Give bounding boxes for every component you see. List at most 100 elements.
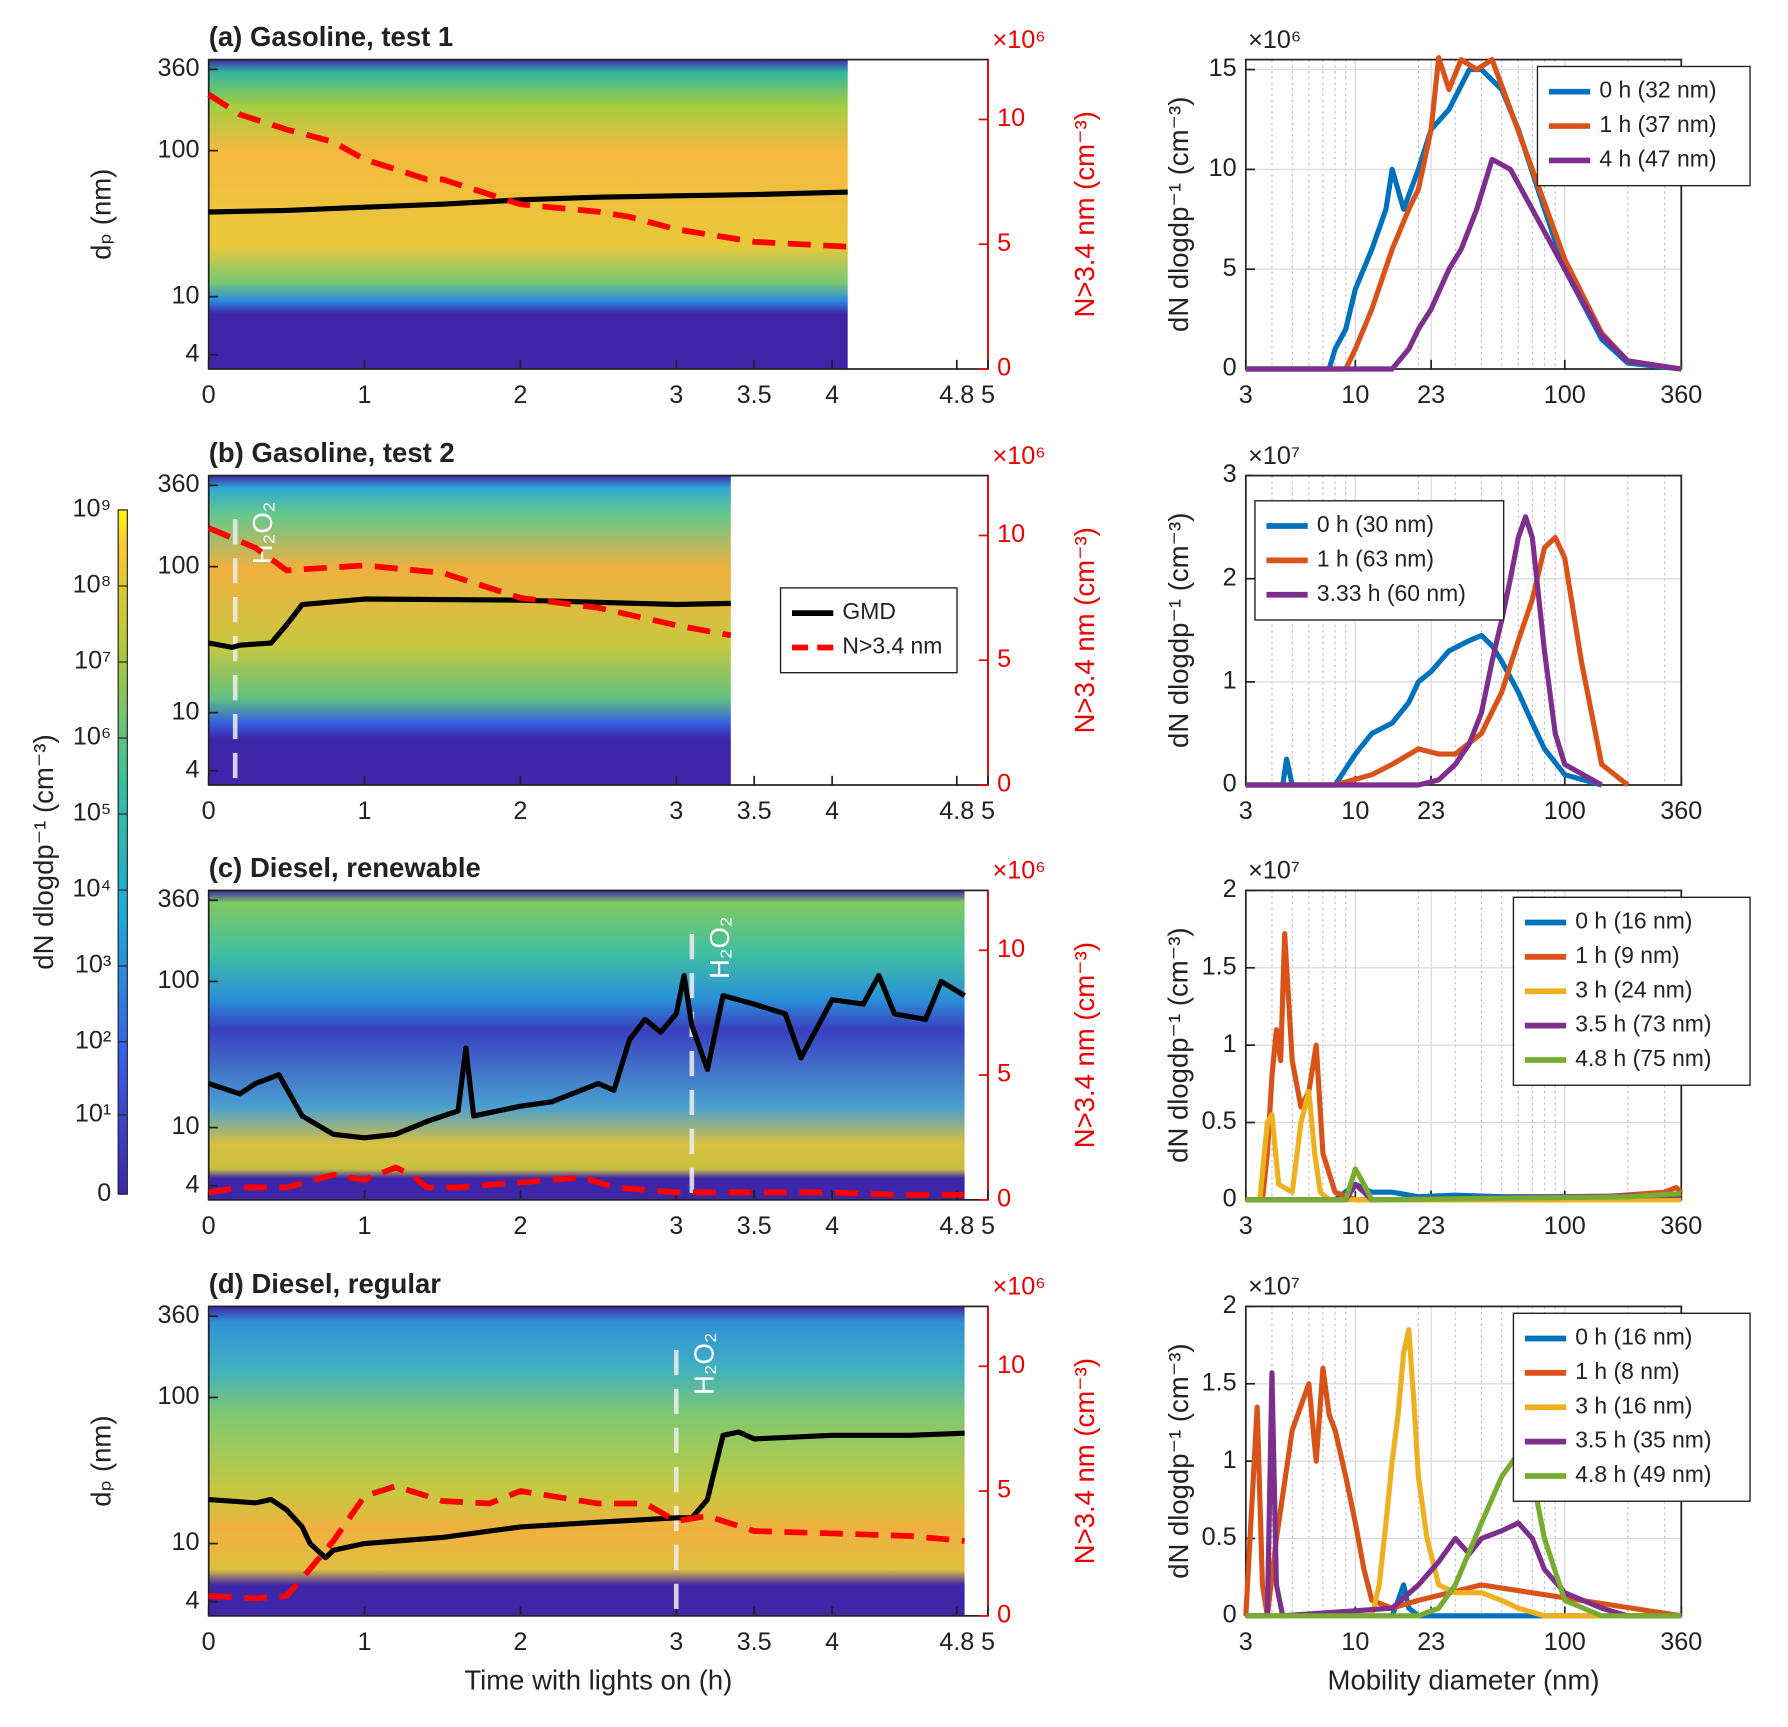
y-tick-label: 100: [157, 135, 199, 163]
y2-tick-label: 10: [997, 104, 1025, 132]
x-tick-label: 4: [825, 1628, 839, 1656]
colorbar-tick-label: 10⁴: [72, 875, 111, 903]
legend-label: 0 h (16 nm): [1575, 1324, 1692, 1350]
panel-title: (d) Diesel, regular: [209, 1268, 442, 1299]
y-tick-label: 0.5: [1202, 1523, 1237, 1551]
y-tick-label: 10: [171, 697, 199, 725]
x-tick-label: 360: [1660, 1212, 1702, 1240]
colorbar-tick-label: 10³: [75, 951, 111, 979]
panel-title: (a) Gasoline, test 1: [209, 21, 454, 52]
y-tick-label: 2: [1223, 1291, 1237, 1319]
y-tick-label: 5: [1223, 254, 1237, 282]
series-line: [208, 189, 848, 215]
y-tick-label: 10: [171, 281, 199, 309]
legend-label: 3.5 h (35 nm): [1575, 1427, 1711, 1453]
y-tick-label: 3: [1223, 460, 1237, 488]
y2-axis-label: N>3.4 nm (cm⁻³): [1069, 111, 1100, 317]
y2-multiplier: ×10⁶: [993, 1273, 1046, 1301]
x-tick-label: 23: [1417, 1212, 1445, 1240]
y-tick-label: 0: [1223, 770, 1237, 798]
y-tick-label: 10: [171, 1112, 199, 1140]
x-tick-label: 10: [1341, 381, 1369, 409]
x-tick-label: 0: [202, 1628, 216, 1656]
colorbar-label: dN dlogdp⁻¹ (cm⁻³): [28, 734, 59, 969]
y-tick-label: 0: [1223, 354, 1237, 382]
y-tick-label: 4: [186, 755, 200, 783]
x-tick-label: 10: [1341, 1628, 1369, 1656]
x-tick-label: 3: [669, 381, 683, 409]
y2-tick-label: 0: [997, 354, 1011, 382]
legend: 0 h (30 nm) 1 h (63 nm) 3.33 h (60 nm): [1254, 500, 1505, 621]
y-tick-label: 2: [1223, 563, 1237, 591]
x-tick-label: 4.8: [939, 381, 974, 409]
series-line: [1245, 55, 1682, 372]
heatmap: [208, 1306, 965, 1616]
y-axis-label: dN dlogdp⁻¹ (cm⁻³): [1163, 927, 1194, 1162]
series-line: [208, 1429, 965, 1561]
heatmap: [208, 59, 848, 370]
x-tick-label: 0: [202, 797, 216, 825]
y2-tick-label: 5: [997, 645, 1011, 673]
x-tick-label: 5: [981, 1628, 995, 1656]
x-tick-label: 5: [981, 381, 995, 409]
x-tick-label: 5: [981, 797, 995, 825]
x-tick-label: 3: [1239, 1628, 1253, 1656]
y-tick-label: 1: [1223, 1446, 1237, 1474]
y-tick-label: 1.5: [1202, 952, 1237, 980]
legend-label: 3 h (16 nm): [1575, 1392, 1692, 1418]
heatmap: [208, 475, 731, 785]
y-tick-label: 360: [157, 470, 199, 498]
legend-label: 1 h (8 nm): [1575, 1358, 1679, 1384]
x-tick-label: 1: [358, 1628, 372, 1656]
series-line: [1245, 1166, 1682, 1203]
x-tick-label: 5: [981, 1212, 995, 1240]
series-line: [1245, 1327, 1682, 1619]
panel-title: (c) Diesel, renewable: [209, 852, 481, 883]
colorbar: [117, 509, 128, 1195]
x-tick-label: 360: [1660, 1628, 1702, 1656]
x-tick-label: 2: [513, 381, 527, 409]
y-axis-label: dₚ (nm): [86, 1416, 117, 1507]
y2-tick-label: 0: [997, 1185, 1011, 1213]
x-tick-label: 2: [513, 1628, 527, 1656]
y2-tick-label: 10: [997, 1351, 1025, 1379]
y2-tick-label: 10: [997, 935, 1025, 963]
y-tick-label: 100: [157, 551, 199, 579]
y-tick-label: 100: [157, 966, 199, 994]
colorbar-tick-label: 10¹: [75, 1100, 111, 1128]
y2-axis-label: N>3.4 nm (cm⁻³): [1069, 1358, 1100, 1564]
legend-label: 3 h (24 nm): [1575, 976, 1692, 1002]
legend-label: 0 h (30 nm): [1317, 511, 1434, 537]
y2-multiplier: ×10⁶: [993, 857, 1046, 885]
y-axis-label: dN dlogdp⁻¹ (cm⁻³): [1163, 1343, 1194, 1578]
y2-tick-label: 0: [997, 1600, 1011, 1628]
x-tick-label: 3.5: [737, 797, 772, 825]
x-tick-label: 23: [1417, 1628, 1445, 1656]
y2-tick-label: 5: [997, 1476, 1011, 1504]
legend-label: 4 h (47 nm): [1599, 145, 1716, 171]
y2-multiplier: ×10⁶: [993, 26, 1046, 54]
x-tick-label: 0: [202, 381, 216, 409]
y-tick-label: 0.5: [1202, 1107, 1237, 1135]
y-tick-label: 0: [1223, 1185, 1237, 1213]
y-axis-label: dₚ (nm): [86, 169, 117, 260]
series-line: [207, 92, 848, 250]
y2-tick-label: 10: [997, 520, 1025, 548]
series-line: [208, 596, 731, 650]
y-tick-label: 4: [186, 1170, 200, 1198]
x-tick-label: 3: [1239, 797, 1253, 825]
x-tick-label: 4: [825, 1212, 839, 1240]
x-tick-label: 23: [1417, 797, 1445, 825]
y-tick-label: 1: [1223, 667, 1237, 695]
x-tick-label: 3.5: [737, 1212, 772, 1240]
colorbar-tick-label: 0: [97, 1179, 111, 1207]
y-tick-label: 0: [1223, 1600, 1237, 1628]
y-axis-label: dN dlogdp⁻¹ (cm⁻³): [1163, 97, 1194, 332]
x-axis-label: Mobility diameter (nm): [1328, 1665, 1600, 1696]
legend-label: 1 h (37 nm): [1599, 111, 1716, 137]
x-tick-label: 10: [1341, 1212, 1369, 1240]
y-tick-label: 10: [1209, 154, 1237, 182]
